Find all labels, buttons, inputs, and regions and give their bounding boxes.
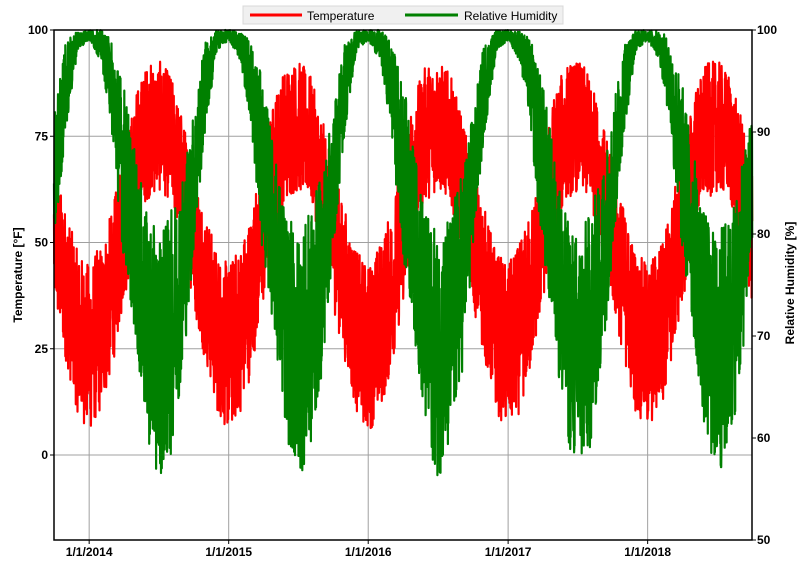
x-tick-label-1-1-2014: 1/1/2014 (66, 545, 113, 559)
y-left-axis-title: Temperature [°F] (11, 227, 25, 322)
y-right-tick-label-70: 70 (757, 329, 771, 343)
plot-frame (53, 29, 753, 541)
x-tick-label-1-1-2016: 1/1/2016 (345, 545, 392, 559)
x-tick-label-1-1-2018: 1/1/2018 (624, 545, 671, 559)
y-right-axis-title: Relative Humidity [%] (783, 222, 797, 345)
y-left-tick-label-75: 75 (35, 129, 49, 143)
y-left-tick-label-50: 50 (35, 236, 49, 250)
y-right-tick-label-50: 50 (757, 533, 771, 547)
y-left-tick-label-25: 25 (35, 342, 49, 356)
legend-box (242, 5, 564, 25)
y-right-tick-label-60: 60 (757, 431, 771, 445)
x-tick-label-1-1-2015: 1/1/2015 (205, 545, 252, 559)
y-left-tick-label-0: 0 (41, 448, 48, 462)
y-right-tick-label-90: 90 (757, 125, 771, 139)
legend: Temperature Relative Humidity (242, 5, 564, 25)
x-tick-label-1-1-2017: 1/1/2017 (485, 545, 532, 559)
relative-humidity-series (52, 28, 754, 477)
y-right-tick-label-100: 100 (757, 23, 777, 37)
relative-humidity-line (52, 28, 754, 477)
axis-ticks: 0 25 50 75 100 50 60 70 80 90 100 1/1/2014 1/1/2015 1… (28, 23, 777, 559)
legend-label-relative-humidity: Relative Humidity (464, 9, 557, 23)
y-right-tick-label-80: 80 (757, 227, 771, 241)
legend-label-temperature: Temperature (307, 9, 375, 23)
y-left-tick-label-100: 100 (28, 23, 48, 37)
